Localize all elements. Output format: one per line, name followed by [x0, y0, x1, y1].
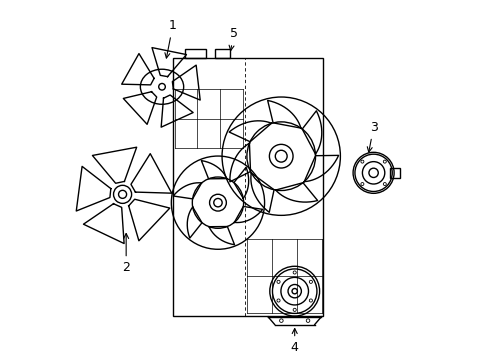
Text: 4: 4 [290, 329, 298, 354]
Bar [172, 58, 323, 316]
Text: 5: 5 [228, 27, 237, 50]
Bar [389, 168, 399, 178]
Text: 2: 2 [122, 234, 130, 274]
Bar [184, 49, 205, 58]
Text: 1: 1 [164, 19, 176, 58]
Text: 3: 3 [366, 121, 377, 152]
Bar [215, 49, 229, 58]
